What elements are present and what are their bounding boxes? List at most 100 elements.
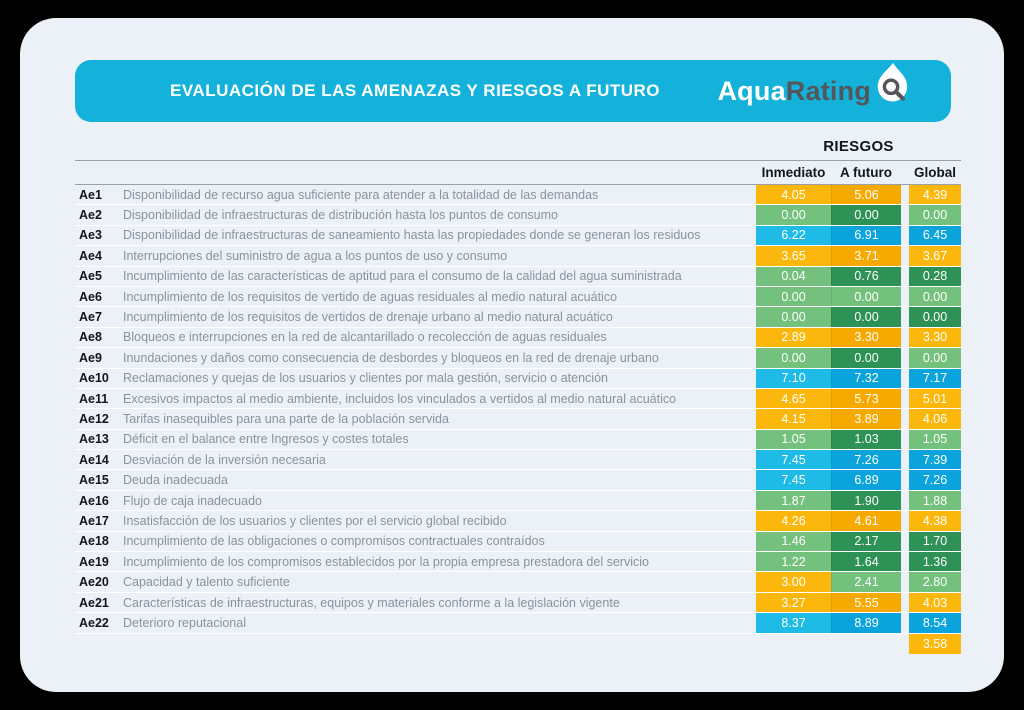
table-row: Ae5 Incumplimiento de las características… bbox=[75, 266, 961, 287]
table-row: Ae9 Inundaciones y daños como consecuenci… bbox=[75, 348, 961, 369]
cell-global: 4.03 bbox=[909, 592, 961, 613]
cell-global: 7.39 bbox=[909, 450, 961, 470]
column-header-global: Global bbox=[913, 165, 956, 180]
row-id bbox=[75, 634, 121, 654]
cell-global: 3.30 bbox=[909, 327, 961, 348]
column-gap bbox=[901, 267, 909, 286]
cell-a-futuro: 5.55 bbox=[831, 592, 901, 613]
column-gap bbox=[901, 246, 909, 265]
column-header-a-futuro: A futuro bbox=[840, 165, 892, 180]
column-gap bbox=[901, 348, 909, 367]
row-description: Bloqueos e interrupciones en la red de a… bbox=[123, 330, 607, 345]
cell-global: 0.28 bbox=[909, 266, 961, 286]
row-id: Ae3 bbox=[79, 228, 102, 243]
cell-global: 1.05 bbox=[909, 429, 961, 450]
cell-global: 4.39 bbox=[909, 185, 961, 205]
table-row: Ae15 Deuda inadecuada 7.45 6.89 7.26 bbox=[75, 470, 961, 491]
brand-logo-text: AquaRating bbox=[717, 76, 871, 107]
column-gap bbox=[901, 389, 909, 408]
row-id: Ae6 bbox=[79, 289, 102, 304]
row-id: Ae20 bbox=[79, 575, 109, 590]
row-description: Disponibilidad de infraestructuras de di… bbox=[123, 208, 558, 223]
cell-a-futuro: 6.91 bbox=[831, 225, 901, 246]
cell-global: 4.38 bbox=[909, 511, 961, 531]
cell-inmediato: 1.22 bbox=[756, 552, 831, 572]
row-id: Ae14 bbox=[79, 452, 109, 467]
cell-a-futuro: 1.90 bbox=[831, 490, 901, 511]
row-id: Ae9 bbox=[79, 350, 102, 365]
cell-global: 2.80 bbox=[909, 572, 961, 592]
column-gap bbox=[901, 307, 909, 326]
cell-inmediato: 4.05 bbox=[756, 185, 831, 205]
cell-a-futuro: 8.89 bbox=[831, 613, 901, 633]
row-description: Incumplimiento de los compromisos establ… bbox=[123, 554, 649, 569]
header-divider-bottom bbox=[75, 184, 961, 185]
cell-inmediato: 1.46 bbox=[756, 531, 831, 552]
brand-logo-aqua: Aqua bbox=[717, 75, 786, 106]
column-gap bbox=[901, 491, 909, 510]
column-gap bbox=[901, 572, 909, 591]
brand-logo: AquaRating bbox=[717, 62, 911, 115]
cell-global: 0.00 bbox=[909, 286, 961, 307]
row-description: Déficit en el balance entre Ingresos y c… bbox=[123, 432, 409, 447]
cell-a-futuro: 3.30 bbox=[831, 327, 901, 348]
table-row: Ae8 Bloqueos e interrupciones en la red d… bbox=[75, 327, 961, 349]
cell-global: 6.45 bbox=[909, 225, 961, 246]
row-description: Incumplimiento de las características de… bbox=[123, 269, 682, 284]
row-description: Deterioro reputacional bbox=[123, 615, 246, 630]
row-description: Disponibilidad de recurso agua suficient… bbox=[123, 187, 599, 202]
cell-a-futuro: 4.61 bbox=[831, 511, 901, 531]
row-description: Excesivos impactos al medio ambiente, in… bbox=[123, 391, 677, 406]
cell-a-futuro: 0.00 bbox=[831, 286, 901, 307]
brand-logo-rating: Rating bbox=[785, 75, 871, 106]
column-gap bbox=[901, 430, 909, 449]
row-id: Ae15 bbox=[79, 473, 109, 488]
table-row: Ae13 Déficit en el balance entre Ingresos… bbox=[75, 429, 961, 451]
column-gap bbox=[901, 470, 909, 489]
cell-inmediato bbox=[756, 634, 831, 654]
row-id: Ae11 bbox=[79, 391, 109, 406]
row-description: Interrupciones del suministro de agua a … bbox=[123, 248, 508, 263]
row-description: Deuda inadecuada bbox=[123, 473, 228, 488]
cell-a-futuro: 5.06 bbox=[831, 185, 901, 205]
row-description: Disponibilidad de infraestructuras de sa… bbox=[123, 228, 701, 243]
cell-a-futuro: 1.64 bbox=[831, 552, 901, 572]
cell-inmediato: 8.37 bbox=[756, 613, 831, 633]
row-id: Ae21 bbox=[79, 595, 109, 610]
row-id: Ae7 bbox=[79, 310, 102, 325]
cell-inmediato: 0.00 bbox=[756, 307, 831, 327]
column-gap bbox=[901, 287, 909, 306]
table-row: Ae2 Disponibilidad de infraestructuras de… bbox=[75, 205, 961, 226]
row-id: Ae17 bbox=[79, 513, 109, 528]
cell-a-futuro: 0.00 bbox=[831, 205, 901, 225]
row-description: Características de infraestructuras, equ… bbox=[123, 595, 620, 610]
column-gap bbox=[901, 532, 909, 551]
row-description: Incumplimiento de los requisitos de vert… bbox=[123, 310, 613, 325]
table-row: Ae7 Incumplimiento de los requisitos de v… bbox=[75, 307, 961, 328]
table-row: Ae20 Capacidad y talento suficiente 3.00 2.… bbox=[75, 572, 961, 593]
table-row: Ae12 Tarifas inasequibles para una parte … bbox=[75, 409, 961, 430]
column-gap bbox=[901, 226, 909, 245]
table-row: Ae11 Excesivos impactos al medio ambiente… bbox=[75, 388, 961, 410]
column-gap bbox=[901, 369, 909, 388]
column-gap bbox=[901, 613, 909, 632]
row-id: Ae5 bbox=[79, 269, 102, 284]
cell-inmediato: 4.65 bbox=[756, 388, 831, 409]
cell-global: 8.54 bbox=[909, 613, 961, 633]
table-row: Ae17 Insatisfacción de los usuarios y cli… bbox=[75, 511, 961, 532]
cell-inmediato: 0.04 bbox=[756, 266, 831, 286]
column-gap bbox=[901, 593, 909, 612]
table-row: Ae19 Incumplimiento de los compromisos es… bbox=[75, 552, 961, 573]
cell-global: 0.00 bbox=[909, 205, 961, 225]
row-description: Incumplimiento de las obligaciones o com… bbox=[123, 534, 545, 549]
cell-inmediato: 0.00 bbox=[756, 286, 831, 307]
cell-global: 1.36 bbox=[909, 552, 961, 572]
cell-a-futuro: 7.26 bbox=[831, 450, 901, 470]
column-gap bbox=[901, 634, 909, 654]
riesgos-group-header: RIESGOS bbox=[823, 138, 894, 155]
row-description: Reclamaciones y quejas de los usuarios y… bbox=[123, 371, 608, 386]
cell-a-futuro: 0.00 bbox=[831, 307, 901, 327]
column-gap bbox=[901, 328, 909, 347]
row-id: Ae12 bbox=[79, 411, 109, 426]
cell-inmediato: 7.10 bbox=[756, 368, 831, 388]
